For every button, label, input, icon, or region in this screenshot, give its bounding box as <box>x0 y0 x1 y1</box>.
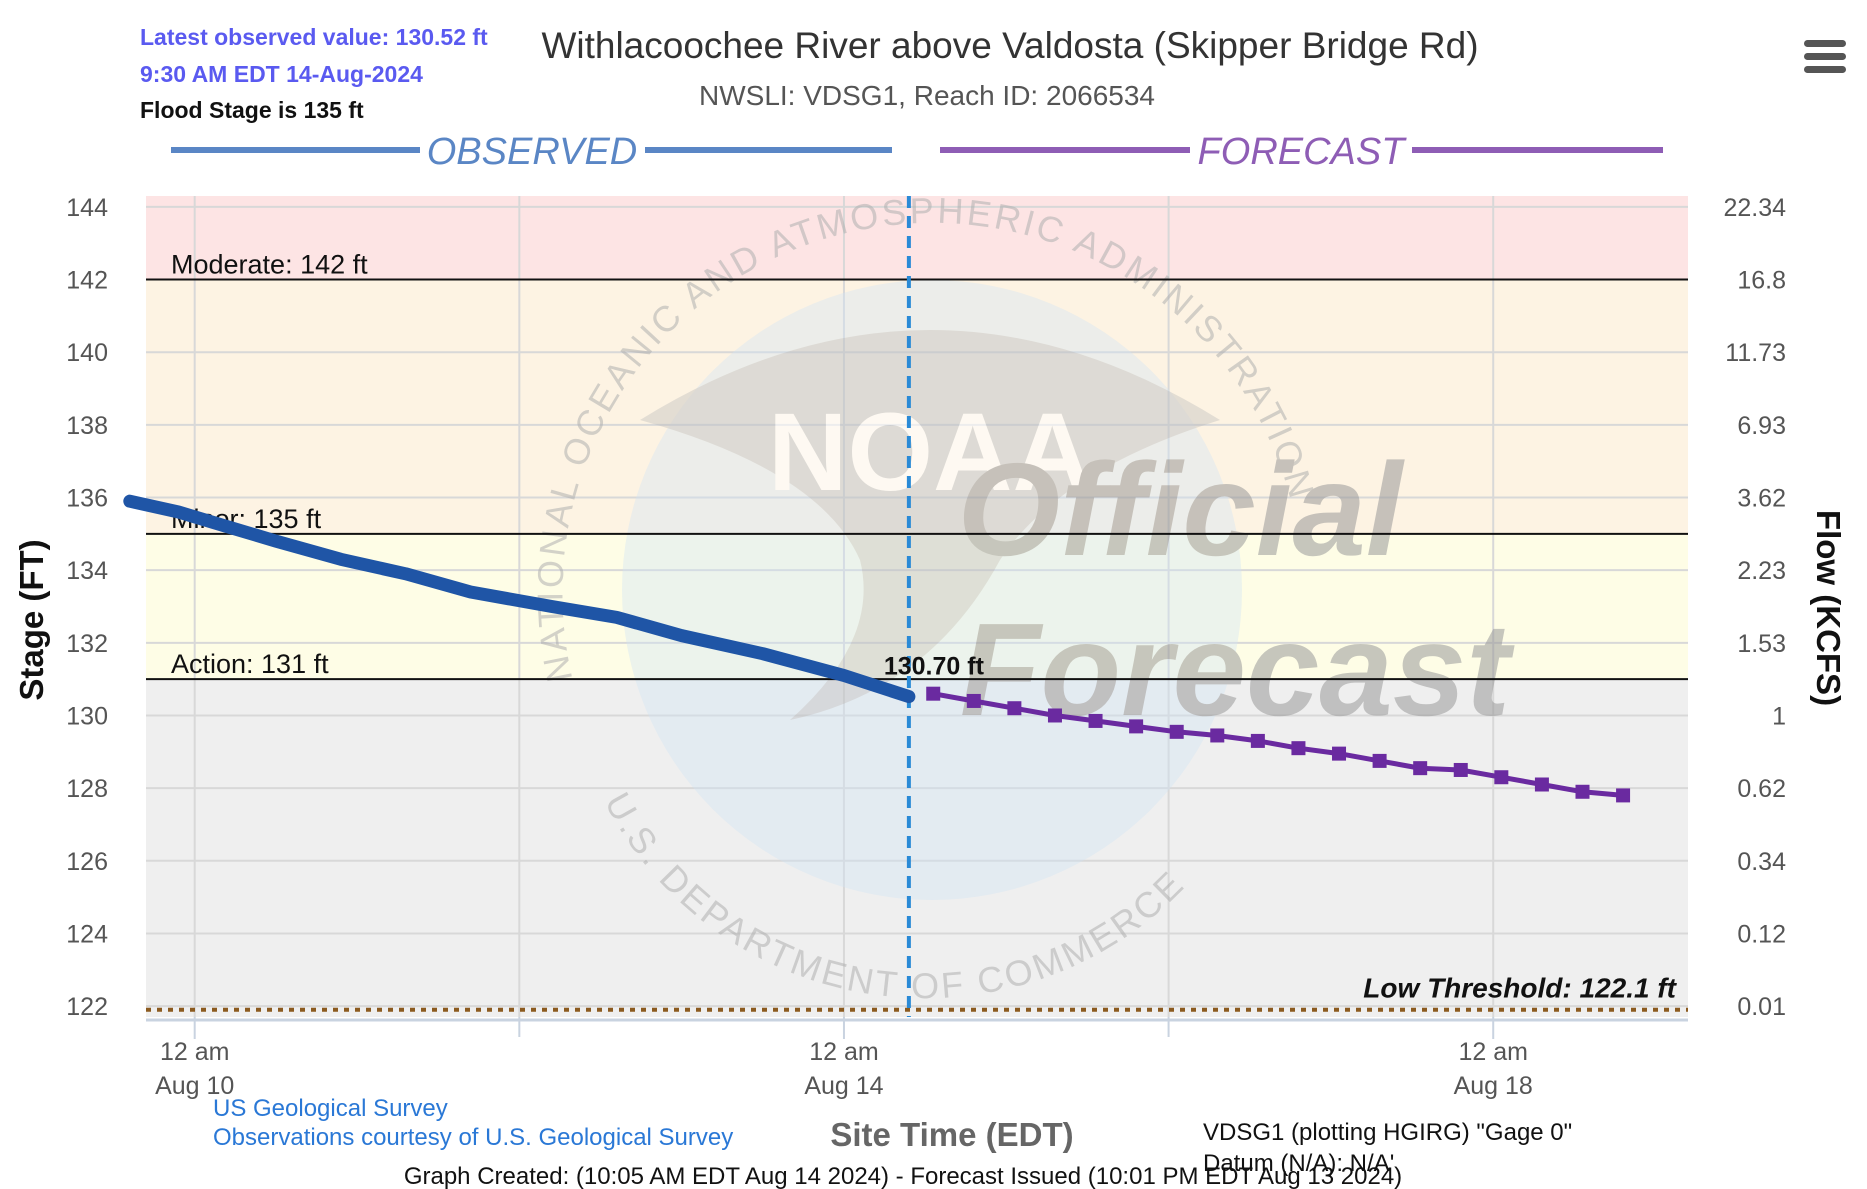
graph-created-text: Graph Created: (10:05 AM EDT Aug 14 2024… <box>404 1163 1402 1189</box>
observed-peak-annotation: 130.70 ft <box>884 652 985 680</box>
y-tick-label: 126 <box>66 848 108 876</box>
observed-series-line <box>123 494 916 704</box>
watermark-official: Official <box>957 436 1404 583</box>
y-right-tick-label: 0.01 <box>1737 993 1786 1021</box>
forecast-point[interactable] <box>1210 728 1225 743</box>
latest-observed-value: Latest observed value: 130.52 ft <box>140 24 488 50</box>
low-threshold-label: Low Threshold: 122.1 ft <box>1363 973 1677 1004</box>
y-tick-label: 122 <box>66 993 108 1021</box>
forecast-point[interactable] <box>1534 777 1549 792</box>
axes: 144 22.34 142 16.8 140 11.73 138 6.93 136 3.62 134… <box>66 194 1786 1100</box>
watermark-noaa: NOAA <box>768 391 1092 514</box>
forecast-point[interactable] <box>1494 770 1509 785</box>
y-right-tick-label: 0.12 <box>1737 920 1786 948</box>
datum-line-1: VDSG1 (plotting HGIRG) "Gage 0" <box>1203 1119 1572 1146</box>
chart-subtitle: NWSLI: VDSG1, Reach ID: 2066534 <box>699 80 1155 111</box>
forecast-point[interactable] <box>1007 701 1022 716</box>
hamburger-menu-icon[interactable] <box>1800 34 1848 78</box>
forecast-point[interactable] <box>1332 746 1347 761</box>
forecast-header: FORECAST <box>940 131 1663 173</box>
y-tick-label: 130 <box>66 702 108 730</box>
y-tick-label: 144 <box>66 194 108 222</box>
forecast-point[interactable] <box>1088 713 1103 728</box>
y-right-tick-label: 2.23 <box>1737 557 1786 585</box>
flood-category-bands <box>146 196 1688 1017</box>
y-tick-label: 128 <box>66 775 108 803</box>
forecast-point[interactable] <box>1250 733 1265 748</box>
y-right-tick-label: 22.34 <box>1723 194 1786 222</box>
x-tick-label: 12 am <box>809 1038 878 1066</box>
forecast-point[interactable] <box>1575 784 1590 799</box>
chart-title: Withlacoochee River above Valdosta (Skip… <box>541 25 1478 66</box>
threshold-label: Action: 131 ft <box>171 649 329 679</box>
noaa-watermark: NATIONAL OCEANIC AND ATMOSPHERIC ADMINIS… <box>529 190 1515 1007</box>
y-axis-right-title: Flow (KCFS) <box>1810 510 1847 706</box>
x-tick-label: 12 am <box>160 1038 229 1066</box>
usgs-credit-link[interactable]: US Geological Survey <box>213 1095 448 1122</box>
forecast-point[interactable] <box>1453 762 1468 777</box>
threshold-label: Moderate: 142 ft <box>171 250 368 280</box>
noaa-bird-icon <box>640 330 1220 720</box>
y-right-tick-label: 0.62 <box>1737 775 1786 803</box>
x-tick-label: Aug 18 <box>1454 1072 1533 1100</box>
y-tick-label: 132 <box>66 630 108 658</box>
y-right-tick-label: 16.8 <box>1737 267 1786 295</box>
y-tick-label: 138 <box>66 412 108 440</box>
forecast-label: FORECAST <box>1198 131 1408 173</box>
datum-line-2: Datum (N/A): N/A' <box>1203 1150 1394 1177</box>
y-tick-label: 140 <box>66 339 108 367</box>
y-tick-label: 134 <box>66 557 108 585</box>
y-tick-label: 124 <box>66 920 108 948</box>
y-right-tick-label: 0.34 <box>1737 848 1786 876</box>
y-right-tick-label: 3.62 <box>1737 485 1786 513</box>
forecast-point[interactable] <box>1291 741 1306 756</box>
x-tick-label: Aug 14 <box>804 1072 883 1100</box>
forecast-point[interactable] <box>1047 708 1062 723</box>
observed-label: OBSERVED <box>427 131 637 173</box>
x-axis-title: Site Time (EDT) <box>830 1116 1073 1153</box>
y-right-tick-label: 6.93 <box>1737 412 1786 440</box>
y-axis-title: Stage (FT) <box>13 539 50 700</box>
x-tick-label: Aug 10 <box>155 1072 234 1100</box>
band-1 <box>146 279 1688 534</box>
forecast-point[interactable] <box>1129 719 1144 734</box>
forecast-point[interactable] <box>1372 753 1387 768</box>
forecast-point[interactable] <box>1413 761 1428 776</box>
watermark-forecast: Forecast <box>960 596 1515 743</box>
flood-stage-text: Flood Stage is 135 ft <box>140 97 364 123</box>
x-tick-label: 12 am <box>1458 1038 1527 1066</box>
band-0 <box>146 196 1688 280</box>
band-3 <box>146 679 1688 1017</box>
y-tick-label: 136 <box>66 485 108 513</box>
noaa-globe-icon <box>622 280 1242 900</box>
y-right-tick-label: 1 <box>1772 702 1786 730</box>
observations-credit-link[interactable]: Observations courtesy of U.S. Geological… <box>213 1124 733 1151</box>
y-right-tick-label: 11.73 <box>1725 339 1786 367</box>
y-tick-label: 142 <box>66 267 108 295</box>
data-series: 130.70 ft <box>123 494 1631 803</box>
band-2 <box>146 533 1688 680</box>
forecast-point[interactable] <box>1616 788 1631 803</box>
forecast-point[interactable] <box>966 693 981 708</box>
latest-observed-time: 9:30 AM EDT 14-Aug-2024 <box>140 61 423 87</box>
forecast-point[interactable] <box>926 686 941 701</box>
forecast-point[interactable] <box>1169 724 1184 739</box>
y-right-tick-label: 1.53 <box>1737 630 1786 658</box>
observed-header: OBSERVED <box>171 131 892 173</box>
